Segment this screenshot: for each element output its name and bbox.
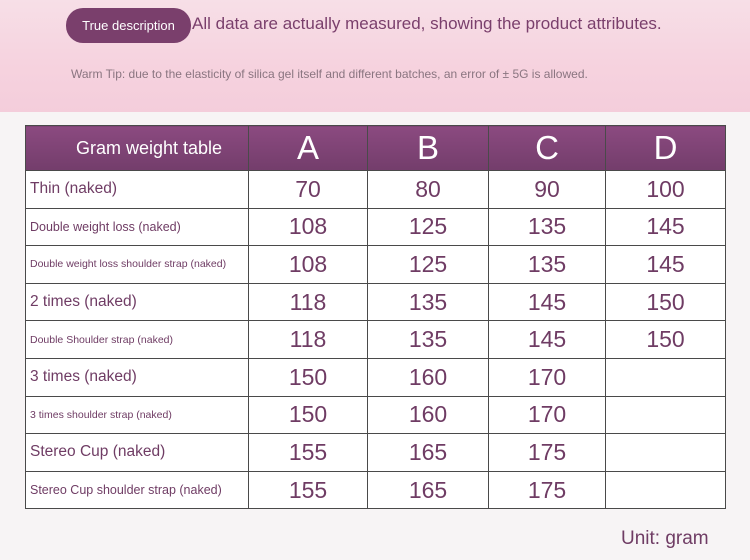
table-row: 3 times shoulder strap (naked) 150 160 1… — [25, 395, 726, 435]
column-header-a: A — [248, 125, 368, 171]
cell-value: 165 — [367, 470, 489, 510]
cell-value: 150 — [248, 357, 368, 397]
cell-value: 135 — [488, 245, 606, 284]
cell-value: 160 — [367, 395, 489, 435]
table-row: Thin (naked) 70 80 90 100 — [25, 170, 726, 209]
table-row: Stereo Cup shoulder strap (naked) 155 16… — [25, 470, 726, 510]
cell-value: 145 — [488, 282, 606, 322]
row-label: Thin (naked) — [25, 170, 249, 209]
column-header-d: D — [605, 125, 726, 171]
table-row: Double weight loss shoulder strap (naked… — [25, 245, 726, 284]
cell-value: 118 — [248, 320, 368, 359]
row-label: Double weight loss (naked) — [25, 207, 249, 247]
cell-value: 90 — [488, 170, 606, 209]
cell-value: 80 — [367, 170, 489, 209]
cell-value: 150 — [605, 282, 726, 322]
cell-value: 135 — [367, 320, 489, 359]
cell-value: 145 — [488, 320, 606, 359]
cell-value: 165 — [367, 433, 489, 472]
table-header-row: Gram weight table A B C D — [25, 125, 726, 171]
row-label: Stereo Cup (naked) — [25, 433, 249, 472]
cell-value: 175 — [488, 470, 606, 510]
row-label: Stereo Cup shoulder strap (naked) — [25, 470, 249, 510]
cell-value: 108 — [248, 207, 368, 247]
cell-value: 155 — [248, 470, 368, 510]
table-row: 3 times (naked) 150 160 170 — [25, 357, 726, 397]
cell-value — [605, 357, 726, 397]
cell-value: 145 — [605, 207, 726, 247]
cell-value: 155 — [248, 433, 368, 472]
gram-weight-table: Gram weight table A B C D Thin (naked) 7… — [25, 125, 726, 510]
unit-label: Unit: gram — [621, 528, 709, 549]
row-label: 3 times (naked) — [25, 357, 249, 397]
cell-value: 118 — [248, 282, 368, 322]
cell-value — [605, 433, 726, 472]
true-description-badge: True description — [66, 8, 191, 43]
table-row: Double weight loss (naked) 108 125 135 1… — [25, 207, 726, 247]
cell-value: 125 — [367, 207, 489, 247]
column-header-c: C — [488, 125, 606, 171]
cell-value: 150 — [605, 320, 726, 359]
row-label: Double weight loss shoulder strap (naked… — [25, 245, 249, 284]
column-header-b: B — [367, 125, 489, 171]
row-label: Double Shoulder strap (naked) — [25, 320, 249, 359]
cell-value: 160 — [367, 357, 489, 397]
row-label: 3 times shoulder strap (naked) — [25, 395, 249, 435]
cell-value: 70 — [248, 170, 368, 209]
cell-value: 135 — [367, 282, 489, 322]
cell-value: 100 — [605, 170, 726, 209]
warm-tip-text: Warm Tip: due to the elasticity of silic… — [71, 67, 588, 81]
cell-value — [605, 395, 726, 435]
cell-value: 175 — [488, 433, 606, 472]
cell-value: 145 — [605, 245, 726, 284]
cell-value: 170 — [488, 357, 606, 397]
cell-value: 170 — [488, 395, 606, 435]
cell-value: 125 — [367, 245, 489, 284]
gram-weight-table-container: Gram weight table A B C D Thin (naked) 7… — [25, 125, 726, 510]
table-corner-label: Gram weight table — [25, 125, 249, 171]
description-text: All data are actually measured, showing … — [192, 14, 662, 33]
cell-value: 108 — [248, 245, 368, 284]
table-row: 2 times (naked) 118 135 145 150 — [25, 282, 726, 322]
table-row: Stereo Cup (naked) 155 165 175 — [25, 433, 726, 472]
cell-value — [605, 470, 726, 510]
table-row: Double Shoulder strap (naked) 118 135 14… — [25, 320, 726, 359]
cell-value: 135 — [488, 207, 606, 247]
row-label: 2 times (naked) — [25, 282, 249, 322]
cell-value: 150 — [248, 395, 368, 435]
